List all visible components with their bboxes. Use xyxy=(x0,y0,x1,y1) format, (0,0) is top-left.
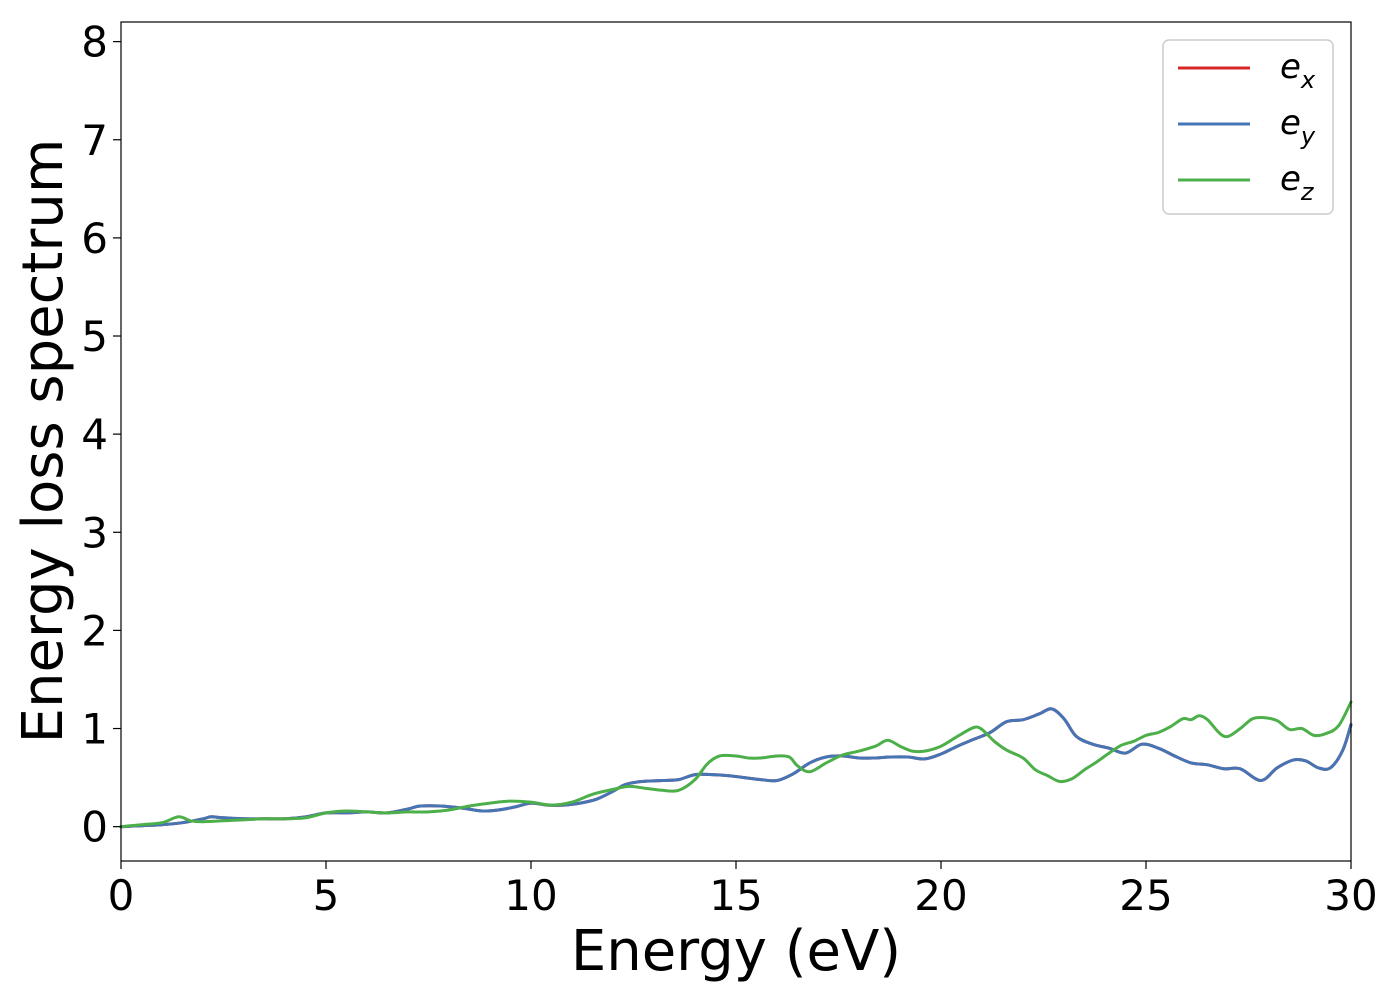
legend: ex ey ez xyxy=(1162,39,1334,215)
series-line-e-z xyxy=(119,700,1353,829)
x-tick-label: 5 xyxy=(313,871,340,920)
x-tick-label: 15 xyxy=(709,871,762,920)
y-tick-label: 0 xyxy=(81,803,108,852)
y-tick-label: 8 xyxy=(81,18,108,67)
legend-label-e-y: ey xyxy=(1280,103,1316,150)
series-line-e-x xyxy=(119,707,1353,829)
y-tick-label: 6 xyxy=(81,214,108,263)
legend-box xyxy=(1162,39,1334,215)
y-tick-label: 3 xyxy=(81,508,108,557)
x-tick-label: 20 xyxy=(914,871,967,920)
y-tick-label: 4 xyxy=(81,410,108,459)
y-axis-ticks: 0 1 2 3 4 5 6 7 8 xyxy=(81,18,121,852)
legend-entries: ex ey ez xyxy=(1178,47,1316,206)
x-tick-label: 10 xyxy=(504,871,557,920)
x-tick-label: 30 xyxy=(1324,871,1377,920)
y-tick-label: 1 xyxy=(81,705,108,754)
x-tick-label: 0 xyxy=(108,871,135,920)
x-axis-ticks: 0 5 10 15 20 25 30 xyxy=(108,861,1378,920)
y-tick-label: 7 xyxy=(81,116,108,165)
x-tick-label: 25 xyxy=(1119,871,1172,920)
x-axis-label: Energy (eV) xyxy=(571,919,901,984)
legend-label-e-x: ex xyxy=(1280,47,1316,94)
y-tick-label: 2 xyxy=(81,606,108,655)
legend-label-e-z: ez xyxy=(1280,159,1315,206)
series-layer xyxy=(119,700,1353,829)
y-axis-label: Energy loss spectrum xyxy=(11,139,76,744)
series-line-e-y xyxy=(119,707,1353,829)
y-tick-label: 5 xyxy=(81,312,108,361)
